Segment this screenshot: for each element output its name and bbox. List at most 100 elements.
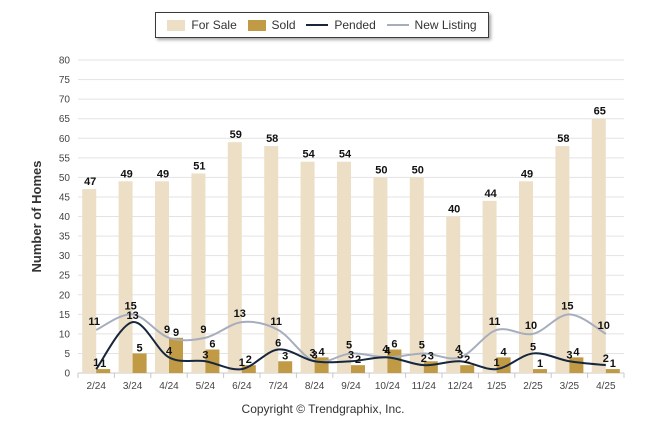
- y-tick-label: 40: [59, 212, 71, 223]
- label-new-listing: 5: [419, 339, 425, 351]
- bar-sold: [241, 365, 256, 373]
- bar-for-sale: [82, 189, 97, 373]
- legend-label-pended: Pended: [334, 18, 376, 32]
- y-tick-label: 30: [59, 251, 71, 262]
- label-new-listing: 11: [88, 316, 100, 328]
- bar-for-sale: [155, 181, 169, 373]
- legend-swatch-pended: [306, 24, 329, 26]
- bar-for-sale: [373, 177, 388, 373]
- lines: [95, 313, 607, 371]
- y-tick-label: 50: [59, 173, 71, 184]
- label-new-listing: 4: [382, 343, 389, 355]
- y-tick-label: 5: [64, 349, 70, 360]
- label-for-sale: 44: [484, 188, 497, 200]
- label-for-sale: 49: [157, 168, 169, 180]
- line-new-listing: [95, 313, 607, 364]
- line-pended: [95, 321, 606, 371]
- label-pended: 3: [348, 349, 354, 361]
- bar-sold: [351, 365, 365, 373]
- label-sold: 6: [391, 339, 397, 351]
- bar-for-sale: [118, 181, 133, 373]
- y-tick-label: 0: [64, 369, 70, 380]
- label-sold: 2: [355, 354, 361, 366]
- bar-for-sale: [191, 173, 206, 373]
- label-for-sale: 50: [412, 164, 424, 176]
- label-sold: 6: [209, 339, 215, 351]
- y-tick-label: 55: [59, 153, 71, 164]
- legend-swatch-new-listing: [386, 24, 409, 26]
- label-pended: 3: [202, 349, 208, 361]
- label-sold: 1: [537, 358, 543, 370]
- label-for-sale: 65: [594, 106, 606, 118]
- label-pended: 2: [603, 353, 609, 365]
- label-new-listing: 9: [200, 324, 206, 336]
- label-new-listing: 3: [310, 347, 316, 359]
- x-tick-label: 3/24: [123, 381, 143, 392]
- y-tick-label: 10: [59, 329, 71, 340]
- bar-sold: [205, 349, 220, 373]
- x-tick-label: 2/24: [86, 381, 106, 392]
- x-tick-label: 2/25: [523, 381, 543, 392]
- y-tick-label: 75: [59, 75, 71, 86]
- legend-label-for-sale: For Sale: [191, 18, 237, 32]
- legend-swatch-sold: [247, 19, 266, 31]
- label-sold: 3: [428, 350, 434, 362]
- bar-sold: [278, 361, 293, 373]
- y-axis-title: Number of Homes: [29, 161, 44, 273]
- bar-sold: [460, 365, 475, 373]
- label-pended: 3: [566, 349, 572, 361]
- legend-item-sold[interactable]: Sold: [247, 18, 296, 32]
- label-for-sale: 49: [120, 168, 132, 180]
- label-sold: 4: [573, 346, 580, 358]
- y-tick-label: 80: [59, 56, 71, 67]
- bar-for-sale: [519, 181, 533, 373]
- label-sold: 2: [246, 354, 252, 366]
- legend-item-pended[interactable]: Pended: [306, 18, 376, 32]
- bar-sold: [132, 353, 147, 373]
- bar-for-sale: [300, 161, 315, 373]
- x-tick-label: 12/24: [448, 381, 473, 392]
- label-for-sale: 54: [339, 149, 352, 161]
- label-pended: 4: [384, 345, 391, 357]
- label-for-sale: 40: [448, 204, 460, 216]
- label-new-listing: 10: [598, 320, 610, 332]
- legend-item-new-listing[interactable]: New Listing: [386, 18, 477, 32]
- y-tick-label: 35: [59, 232, 71, 243]
- label-for-sale: 51: [193, 160, 205, 172]
- x-tick-label: 5/24: [196, 381, 216, 392]
- label-for-sale: 49: [521, 168, 533, 180]
- x-tick-label: 3/25: [560, 381, 580, 392]
- y-tick-label: 45: [59, 192, 71, 203]
- bars: [82, 118, 620, 373]
- bar-for-sale: [555, 146, 570, 373]
- bar-for-sale: [264, 146, 279, 373]
- label-sold: 5: [137, 342, 143, 354]
- y-tick-label: 70: [59, 95, 71, 106]
- y-tick-label: 25: [59, 271, 71, 282]
- label-sold: 2: [464, 354, 470, 366]
- legend-item-for-sale[interactable]: For Sale: [167, 18, 237, 32]
- label-pended: 1: [239, 357, 245, 369]
- bar-for-sale: [591, 118, 606, 373]
- label-pended: 4: [166, 345, 173, 357]
- y-tick-label: 60: [59, 134, 71, 145]
- label-pended: 3: [457, 349, 463, 361]
- label-for-sale: 58: [557, 133, 569, 145]
- label-new-listing: 5: [346, 339, 352, 351]
- x-tick-label: 10/24: [375, 381, 400, 392]
- x-tick-label: 6/24: [232, 381, 252, 392]
- x-tick-label: 7/24: [268, 381, 288, 392]
- bar-sold: [533, 369, 547, 373]
- label-sold: 4: [501, 346, 508, 358]
- label-sold: 4: [319, 346, 326, 358]
- label-pended: 5: [530, 341, 536, 353]
- label-new-listing: 9: [164, 324, 170, 336]
- bar-sold: [169, 337, 183, 373]
- label-for-sale: 50: [375, 164, 387, 176]
- bar-for-sale: [446, 216, 461, 373]
- label-new-listing: 4: [455, 343, 462, 355]
- label-sold: 9: [173, 327, 179, 339]
- label-new-listing: 15: [124, 300, 136, 312]
